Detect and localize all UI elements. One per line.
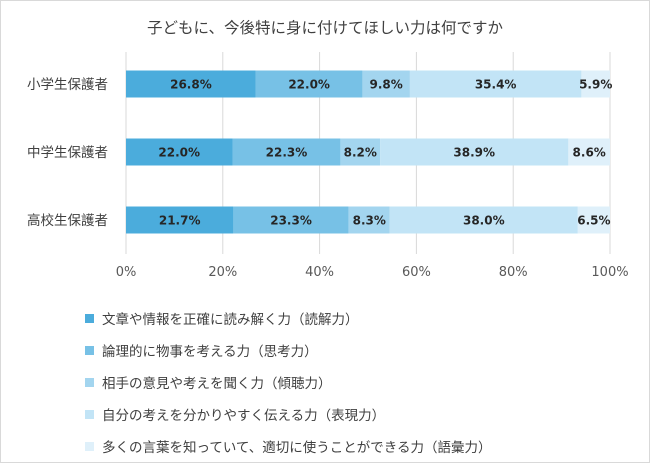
stacked-bar-chart: 子どもに、今後特に身に付けてほしい力は何ですか 0% 20% 40% 60% 80% 100… bbox=[27, 19, 629, 280]
legend-swatch bbox=[85, 313, 94, 323]
bar-segment bbox=[126, 206, 234, 234]
legend-label: 文章や情報を正確に読み解く力（読解力） bbox=[102, 312, 359, 328]
category-label: 小学生保護者 bbox=[27, 77, 108, 93]
legend-label: 論理的に物事を考える力（思考力） bbox=[102, 344, 318, 360]
legend-item: 自分の考えを分かりやすく伝える力（表現力） bbox=[85, 398, 625, 430]
x-tick-label: 0% bbox=[116, 265, 137, 280]
bar-segment bbox=[232, 138, 341, 166]
data-label: 23.3% bbox=[270, 214, 312, 228]
x-tick-label: 60% bbox=[402, 265, 431, 280]
data-label: 9.8% bbox=[370, 78, 403, 92]
data-label: 5.9% bbox=[579, 78, 612, 92]
legend-label: 自分の考えを分かりやすく伝える力（表現力） bbox=[102, 408, 386, 424]
x-tick-label: 20% bbox=[208, 265, 237, 280]
category-label: 高校生保護者 bbox=[27, 212, 108, 229]
bar-segment bbox=[380, 138, 569, 166]
legend-item: 多くの言葉を知っていて、適切に使うことができる力（語彙力） bbox=[85, 430, 625, 462]
data-label: 6.5% bbox=[577, 214, 610, 228]
data-label: 22.3% bbox=[266, 146, 308, 160]
x-tick-label: 80% bbox=[499, 265, 528, 280]
data-label: 38.9% bbox=[453, 146, 495, 160]
data-label: 8.6% bbox=[573, 146, 606, 160]
data-label: 8.3% bbox=[353, 214, 386, 228]
legend-swatch bbox=[85, 377, 94, 387]
legend-swatch bbox=[85, 345, 94, 355]
x-tick-label: 40% bbox=[305, 265, 334, 280]
bar-segment bbox=[362, 70, 410, 98]
data-label: 38.0% bbox=[463, 214, 505, 228]
chart-legend: 文章や情報を正確に読み解く力（読解力） 論理的に物事を考える力（思考力） 相手の意見… bbox=[85, 302, 625, 462]
bar-segment bbox=[577, 206, 610, 234]
legend-item: 相手の意見や考えを聞く力（傾聴力） bbox=[85, 366, 625, 398]
category-label: 中学生保護者 bbox=[27, 145, 108, 161]
data-label: 21.7% bbox=[159, 214, 201, 228]
bar-segment bbox=[126, 138, 233, 166]
bar-segment bbox=[409, 70, 582, 98]
bar-segment bbox=[340, 138, 381, 166]
bar-segment bbox=[233, 206, 349, 234]
legend-swatch bbox=[85, 409, 94, 419]
bar-segment bbox=[348, 206, 390, 234]
data-label: 22.0% bbox=[158, 146, 200, 160]
data-label: 26.8% bbox=[170, 78, 212, 92]
bar-segment bbox=[255, 70, 363, 98]
data-label: 22.0% bbox=[288, 78, 330, 92]
chart-title: 子どもに、今後特に身に付けてほしい力は何ですか bbox=[147, 19, 503, 37]
legend-label: 相手の意見や考えを聞く力（傾聴力） bbox=[102, 376, 332, 392]
legend-swatch bbox=[85, 441, 94, 451]
legend-item: 文章や情報を正確に読み解く力（読解力） bbox=[85, 302, 625, 334]
legend-label: 多くの言葉を知っていて、適切に使うことができる力（語彙力） bbox=[102, 440, 492, 456]
x-tick-label: 100% bbox=[591, 265, 628, 280]
legend-item: 論理的に物事を考える力（思考力） bbox=[85, 334, 625, 366]
data-label: 35.4% bbox=[475, 78, 517, 92]
bar-segment bbox=[568, 138, 610, 166]
bar-segment bbox=[126, 70, 256, 98]
bar-segment bbox=[581, 70, 610, 98]
data-label: 8.2% bbox=[344, 146, 377, 160]
bar-segment bbox=[389, 206, 578, 234]
